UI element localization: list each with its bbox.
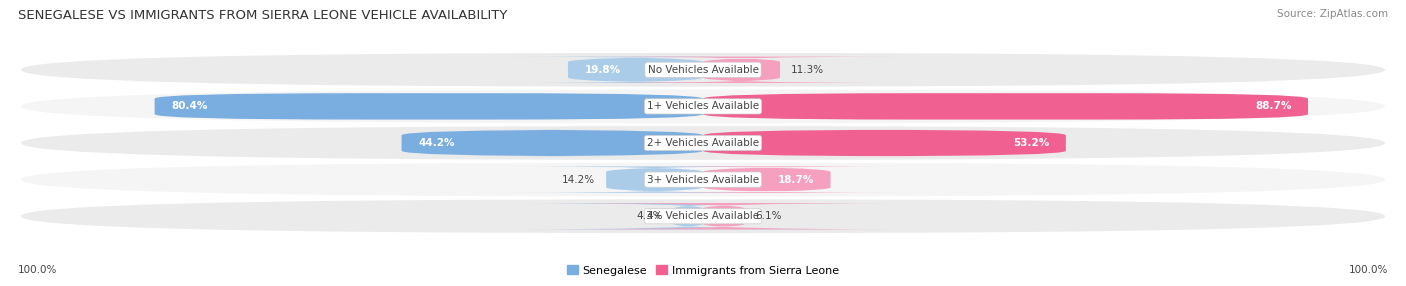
FancyBboxPatch shape bbox=[155, 93, 703, 120]
Text: 3+ Vehicles Available: 3+ Vehicles Available bbox=[647, 175, 759, 184]
Text: Source: ZipAtlas.com: Source: ZipAtlas.com bbox=[1277, 9, 1388, 19]
Text: 80.4%: 80.4% bbox=[172, 102, 208, 111]
FancyBboxPatch shape bbox=[21, 90, 1385, 123]
FancyBboxPatch shape bbox=[538, 203, 910, 229]
FancyBboxPatch shape bbox=[21, 199, 1385, 233]
FancyBboxPatch shape bbox=[703, 130, 1066, 156]
FancyBboxPatch shape bbox=[402, 130, 703, 156]
Text: 100.0%: 100.0% bbox=[18, 265, 58, 275]
FancyBboxPatch shape bbox=[21, 163, 1385, 196]
Text: 14.2%: 14.2% bbox=[562, 175, 595, 184]
Text: 53.2%: 53.2% bbox=[1014, 138, 1049, 148]
FancyBboxPatch shape bbox=[21, 53, 1385, 87]
Text: 19.8%: 19.8% bbox=[585, 65, 620, 75]
FancyBboxPatch shape bbox=[703, 93, 1308, 120]
Text: 88.7%: 88.7% bbox=[1256, 102, 1292, 111]
Text: 1+ Vehicles Available: 1+ Vehicles Available bbox=[647, 102, 759, 111]
Text: 11.3%: 11.3% bbox=[792, 65, 824, 75]
Text: SENEGALESE VS IMMIGRANTS FROM SIERRA LEONE VEHICLE AVAILABILITY: SENEGALESE VS IMMIGRANTS FROM SIERRA LEO… bbox=[18, 9, 508, 21]
FancyBboxPatch shape bbox=[21, 126, 1385, 160]
Text: 18.7%: 18.7% bbox=[778, 175, 814, 184]
Text: No Vehicles Available: No Vehicles Available bbox=[648, 65, 758, 75]
Text: 100.0%: 100.0% bbox=[1348, 265, 1388, 275]
Text: 6.1%: 6.1% bbox=[755, 211, 782, 221]
Text: 4.3%: 4.3% bbox=[636, 211, 662, 221]
Text: 44.2%: 44.2% bbox=[418, 138, 454, 148]
FancyBboxPatch shape bbox=[496, 57, 775, 83]
Text: 2+ Vehicles Available: 2+ Vehicles Available bbox=[647, 138, 759, 148]
FancyBboxPatch shape bbox=[624, 166, 910, 193]
Text: 4+ Vehicles Available: 4+ Vehicles Available bbox=[647, 211, 759, 221]
FancyBboxPatch shape bbox=[496, 166, 813, 193]
FancyBboxPatch shape bbox=[496, 203, 880, 229]
Legend: Senegalese, Immigrants from Sierra Leone: Senegalese, Immigrants from Sierra Leone bbox=[562, 261, 844, 280]
FancyBboxPatch shape bbox=[574, 57, 910, 83]
